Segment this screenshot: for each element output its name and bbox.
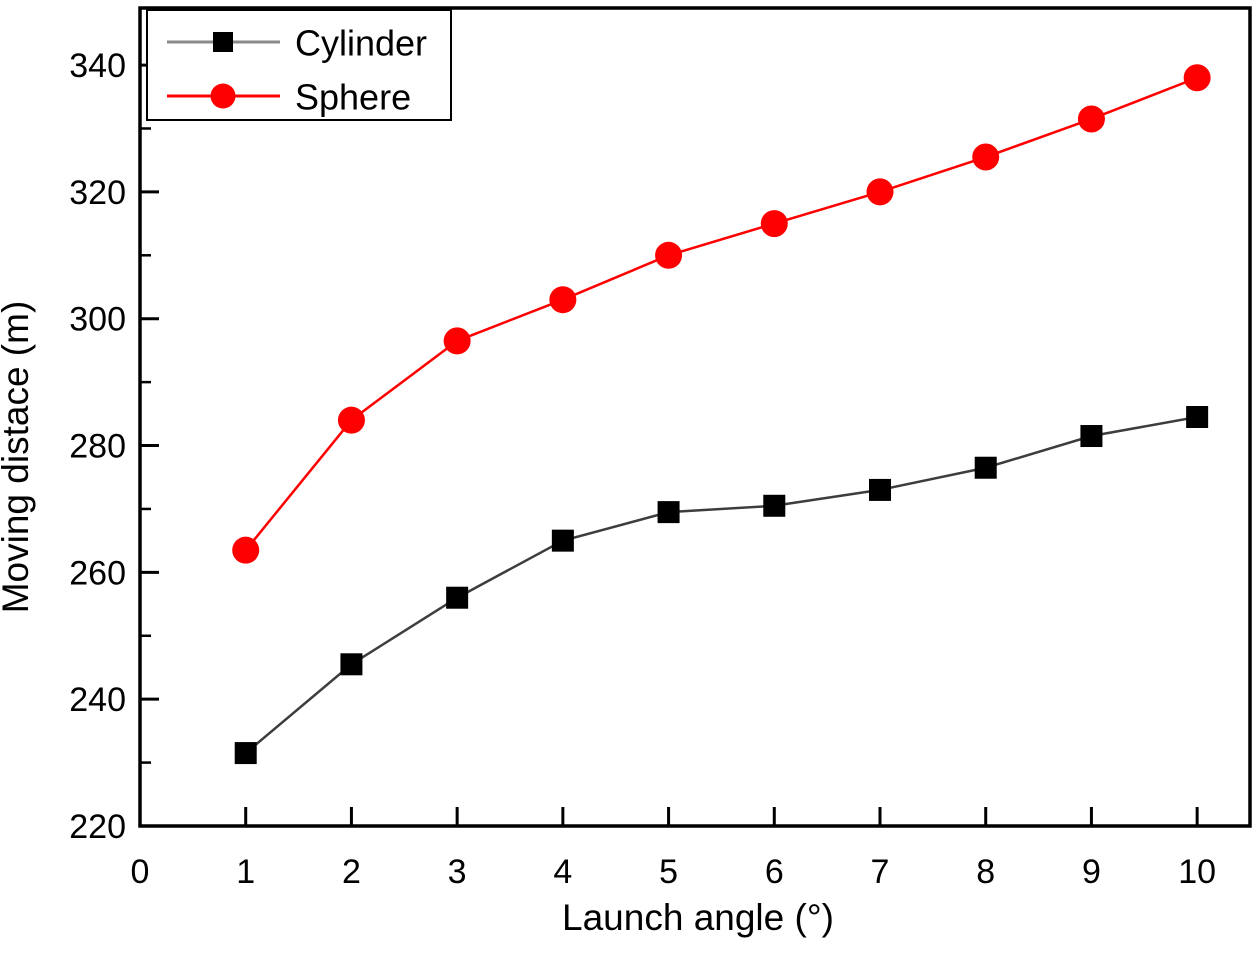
sphere-marker xyxy=(655,241,683,269)
y-axis-title: Moving distace (m) xyxy=(0,301,36,614)
y-tick-label: 260 xyxy=(69,554,126,592)
x-axis-title: Launch angle (°) xyxy=(562,897,834,938)
sphere-marker xyxy=(337,406,365,434)
legend-cylinder-label: Cylinder xyxy=(295,23,427,64)
cylinder-marker xyxy=(1080,425,1103,448)
sphere-marker xyxy=(443,327,471,355)
sphere-marker xyxy=(866,178,894,206)
cylinder-marker xyxy=(1186,406,1209,428)
x-tick-label: 7 xyxy=(871,853,890,891)
legend-sphere-marker xyxy=(210,83,236,109)
x-tick-label: 9 xyxy=(1082,853,1101,891)
x-tick-label: 8 xyxy=(976,853,995,891)
y-tick-label: 240 xyxy=(69,681,126,719)
cylinder-marker xyxy=(340,653,363,676)
x-tick-label: 3 xyxy=(448,853,467,891)
y-tick-label: 280 xyxy=(69,428,126,466)
sphere-marker xyxy=(1077,105,1105,133)
x-tick-label: 0 xyxy=(131,853,150,891)
sphere-marker xyxy=(232,536,260,564)
sphere-marker xyxy=(549,286,577,314)
cylinder-marker xyxy=(869,478,891,501)
legend-box xyxy=(146,9,452,121)
x-tick-label: 1 xyxy=(236,853,255,891)
sphere-line xyxy=(244,76,1198,551)
cylinder-marker xyxy=(234,742,257,765)
cylinder-marker xyxy=(974,456,997,479)
cylinder-marker xyxy=(446,586,469,609)
x-tick-label: 4 xyxy=(553,853,572,891)
x-tick-label: 6 xyxy=(765,853,784,891)
x-tick-label: 10 xyxy=(1178,853,1216,891)
legend-cylinder-marker xyxy=(213,32,233,52)
y-tick-label: 320 xyxy=(69,174,126,212)
sphere-marker xyxy=(760,210,788,238)
cylinder-marker xyxy=(551,529,574,552)
y-tick-label: 220 xyxy=(69,808,126,846)
x-tick-label: 2 xyxy=(342,853,361,891)
x-tick-label: 5 xyxy=(659,853,678,891)
cylinder-marker xyxy=(657,501,680,524)
y-tick-label: 300 xyxy=(69,301,126,339)
legend-sphere-label: Sphere xyxy=(295,77,411,118)
y-tick-label: 340 xyxy=(69,47,126,85)
sphere-marker xyxy=(1183,64,1211,92)
cylinder-line xyxy=(244,415,1198,755)
sphere-marker xyxy=(972,143,1000,171)
plot-frame xyxy=(138,6,1252,828)
cylinder-marker xyxy=(763,494,786,517)
